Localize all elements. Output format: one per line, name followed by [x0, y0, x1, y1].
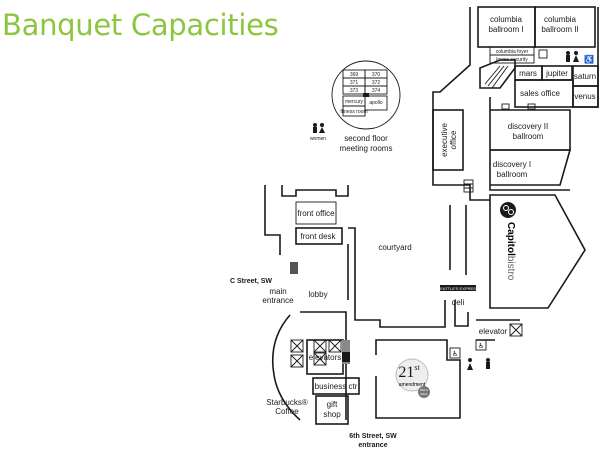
capitol-bistro[interactable]: Capitolbistro: [489, 194, 586, 309]
main-entrance[interactable]: main entrance: [262, 287, 294, 305]
executive-office[interactable]: executive office: [432, 109, 464, 171]
svg-text:front desk: front desk: [300, 232, 336, 241]
svg-text:369: 369: [350, 72, 359, 78]
svg-text:6th Street, SW: 6th Street, SW: [349, 433, 397, 440]
restroom-icons-lower: ♿ ♿: [449, 339, 490, 370]
svg-text:discovery I: discovery I: [493, 160, 531, 169]
restroom-icons-top: ♿: [566, 51, 594, 64]
lobby-label: lobby: [308, 290, 327, 299]
svg-text:♿: ♿: [478, 342, 484, 350]
svg-text:BAR &: BAR &: [420, 389, 428, 392]
elevators[interactable]: elevators: [306, 339, 344, 375]
svg-text:ballroom I: ballroom I: [488, 25, 523, 34]
svg-text:♿: ♿: [452, 350, 458, 358]
page-title: Banquet Capacities: [2, 8, 279, 42]
lobby-lower-wall: [271, 311, 347, 421]
svg-text:main: main: [269, 287, 286, 296]
elevator-car-1: [290, 339, 304, 353]
svg-text:elevators: elevators: [309, 353, 341, 362]
c-street-label: C Street, SW: [230, 278, 272, 285]
21st-amendment-bar[interactable]: 21st amendment BAR & GRILL: [395, 358, 430, 398]
sales-office[interactable]: sales office: [514, 79, 574, 108]
svg-text:fitness room: fitness room: [340, 109, 367, 115]
columbia-foyer[interactable]: columbia foyer: [489, 46, 535, 56]
svg-text:venus: venus: [574, 92, 595, 101]
svg-text:gift: gift: [327, 400, 338, 409]
elevator-east[interactable]: elevator: [476, 319, 523, 341]
svg-text:Capitolbistro: Capitolbistro: [505, 222, 516, 281]
svg-text:columbia foyer: columbia foyer: [496, 49, 529, 55]
room-venus[interactable]: venus: [572, 85, 599, 108]
svg-text:entrance: entrance: [262, 296, 294, 305]
6th-street-entrance[interactable]: 6th Street, SW entrance: [349, 433, 397, 449]
svg-text:jupiter: jupiter: [545, 69, 568, 78]
svg-text:entrance: entrance: [358, 442, 387, 449]
svg-text:374: 374: [372, 88, 381, 94]
seattles-express[interactable]: SEATTLE'S EXPRESS: [438, 285, 479, 291]
courtyard-label: courtyard: [378, 243, 411, 252]
business-center[interactable]: business ctr: [312, 377, 360, 395]
svg-text:SEATTLE'S EXPRESS: SEATTLE'S EXPRESS: [438, 286, 479, 291]
svg-text:♿: ♿: [584, 54, 594, 64]
svg-text:columbia: columbia: [544, 15, 577, 24]
discovery-1-ballroom[interactable]: discovery I ballroom: [490, 149, 572, 186]
svg-text:office: office: [449, 130, 458, 150]
svg-text:shop: shop: [323, 410, 341, 419]
svg-text:mercury: mercury: [345, 99, 364, 105]
svg-text:GRILL: GRILL: [420, 393, 428, 396]
elevator-car-2: [290, 354, 304, 368]
svg-text:amendment: amendment: [399, 382, 426, 388]
columbia-ballroom-2[interactable]: columbia ballroom II: [534, 6, 596, 48]
corridor-wall: [449, 205, 467, 275]
svg-text:women: women: [310, 136, 326, 142]
elevator-box-top: [538, 49, 548, 59]
discovery-2-ballroom[interactable]: discovery II ballroom: [490, 109, 571, 151]
svg-text:discovery II: discovery II: [508, 122, 548, 131]
svg-text:371: 371: [350, 80, 359, 86]
courtyard-wall: [347, 227, 469, 328]
room-mars[interactable]: mars: [514, 65, 543, 81]
svg-text:second floor: second floor: [344, 134, 388, 143]
front-desk[interactable]: front desk: [295, 227, 343, 245]
svg-text:executive: executive: [440, 123, 449, 157]
svg-text:370: 370: [372, 72, 381, 78]
svg-text:saturn: saturn: [574, 72, 596, 81]
svg-text:ballroom II: ballroom II: [541, 25, 578, 34]
svg-text:Coffee: Coffee: [275, 407, 299, 416]
amendment-room-wall: [375, 339, 461, 419]
second-floor-inset[interactable]: 369 370 371 372 373 374 mercury apollo f…: [331, 60, 401, 153]
concierge-kiosk: [290, 262, 298, 274]
starbucks-coffee[interactable]: Starbucks® Coffee: [266, 398, 308, 416]
room-jupiter[interactable]: jupiter: [541, 65, 573, 81]
svg-text:21st: 21st: [398, 363, 420, 381]
svg-text:373: 373: [350, 88, 359, 94]
svg-text:elevator: elevator: [479, 327, 508, 336]
front-office-wall: [264, 185, 349, 255]
columbia-ballroom-1[interactable]: columbia ballroom I: [477, 6, 536, 48]
svg-text:ballroom: ballroom: [513, 132, 544, 141]
gift-shop[interactable]: gift shop: [315, 395, 349, 425]
svg-text:columbia: columbia: [490, 15, 523, 24]
svg-text:meeting rooms: meeting rooms: [340, 144, 393, 153]
svg-text:sales office: sales office: [520, 89, 560, 98]
deli[interactable]: deli: [452, 298, 465, 307]
stairs-small: [463, 179, 474, 193]
room-saturn[interactable]: saturn: [572, 65, 599, 87]
svg-text:372: 372: [372, 80, 381, 86]
svg-text:apollo: apollo: [369, 100, 383, 106]
svg-text:mars: mars: [519, 69, 537, 78]
restroom-icon-2nd-floor: women: [310, 123, 326, 142]
svg-text:business ctr: business ctr: [315, 382, 358, 391]
svg-text:ballroom: ballroom: [497, 170, 528, 179]
svg-text:deli: deli: [452, 298, 465, 307]
svg-text:Starbucks®: Starbucks®: [266, 398, 308, 407]
svg-text:front office: front office: [297, 209, 335, 218]
front-office[interactable]: front office: [295, 201, 337, 225]
